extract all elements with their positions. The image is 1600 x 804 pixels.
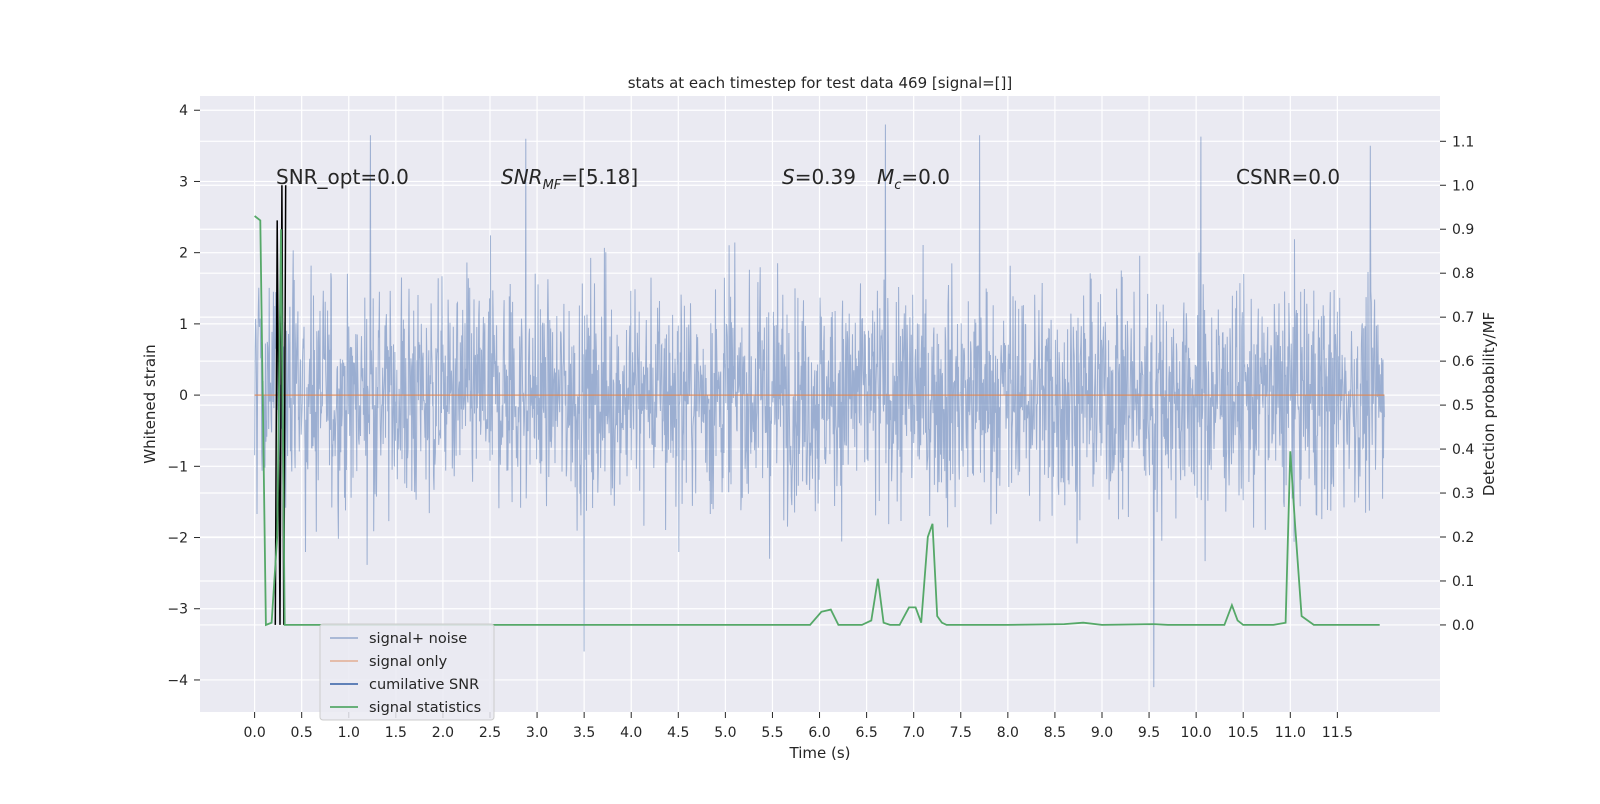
y-right-tick-label: 0.2	[1452, 530, 1474, 546]
mc-symbol: M	[877, 165, 894, 189]
x-tick-label: 4.0	[620, 725, 642, 741]
y-axis-label-right: Detection probability/MF	[1480, 312, 1498, 496]
x-tick-label: 2.5	[479, 725, 501, 741]
series-layer	[254, 124, 1385, 688]
x-tick-label: 6.5	[855, 725, 877, 741]
y-left-tick-label: −3	[167, 602, 188, 618]
legend-label-cumilative-snr: cumilative SNR	[369, 677, 479, 693]
y-right-tick-label: 0.9	[1452, 222, 1474, 238]
annotation-snr-mf: SNRMF=[5.18]	[501, 165, 638, 193]
x-tick-label: 8.5	[1044, 725, 1066, 741]
y-left-tick-label: 2	[179, 246, 188, 262]
annotation-csnr: CSNR=0.0	[1236, 165, 1340, 189]
y-right-tick-label: 1.0	[1452, 178, 1474, 194]
snr-mf-subscript: MF	[543, 178, 562, 193]
y-right-tick-label: 0.6	[1452, 354, 1474, 370]
x-tick-label: 11.5	[1322, 725, 1353, 741]
y-left-tick-label: 4	[179, 103, 188, 119]
legend-label-signal-statistics: signal statistics	[369, 700, 481, 716]
y-left-tick-label: −4	[167, 673, 188, 689]
y-right-tick-label: 0.5	[1452, 398, 1474, 414]
legend-label-signal-noise: signal+ noise	[369, 631, 467, 647]
y-left-tick-label: −2	[167, 531, 188, 547]
legend-label-signal-only: signal only	[369, 654, 448, 670]
y-right-tick-label: 1.1	[1452, 134, 1474, 150]
annotation-mc: Mc=0.0	[877, 165, 950, 193]
mc-subscript: c	[894, 178, 901, 193]
y-left-tick-label: 0	[179, 388, 188, 404]
mc-value: =0.0	[901, 165, 950, 189]
x-tick-label: 10.0	[1181, 725, 1212, 741]
annotation-snr-opt: SNR_opt=0.0	[276, 165, 409, 189]
y-right-tick-label: 0.1	[1452, 574, 1474, 590]
y-left-tick-label: 1	[179, 317, 188, 333]
snr-mf-symbol: SNR	[501, 165, 543, 189]
x-tick-label: 0.0	[243, 725, 265, 741]
x-tick-label: 9.0	[1091, 725, 1113, 741]
x-tick-label: 0.5	[291, 725, 313, 741]
x-tick-label: 7.0	[903, 725, 925, 741]
chart-title: stats at each timestep for test data 469…	[628, 74, 1013, 92]
x-tick-label: 1.5	[385, 725, 407, 741]
x-axis-label: Time (s)	[789, 744, 851, 762]
x-tick-label: 9.5	[1138, 725, 1160, 741]
y-left-tick-label: 3	[179, 174, 188, 190]
series-signal-noise	[254, 124, 1385, 688]
x-tick-label: 7.5	[950, 725, 972, 741]
s-symbol: S	[782, 165, 795, 189]
right-axis-ticks: 0.0 0.1 0.2 0.3 0.4 0.5 0.6 0.7 0.8 0.9 1.0 1.1	[1440, 134, 1474, 634]
x-tick-label: 4.5	[667, 725, 689, 741]
s-value: =0.39	[795, 165, 856, 189]
x-tick-label: 10.5	[1228, 725, 1259, 741]
y-right-tick-label: 0.3	[1452, 486, 1474, 502]
annotation-s: S=0.39	[782, 165, 856, 189]
x-tick-label: 5.5	[761, 725, 783, 741]
y-right-tick-label: 0.8	[1452, 266, 1474, 282]
y-left-tick-label: −1	[167, 459, 188, 475]
legend: signal+ noise signal only cumilative SNR…	[319, 623, 495, 721]
x-tick-label: 1.0	[338, 725, 360, 741]
x-axis-ticks: 0.0 0.5 1.0 1.5 2.0 2.5 3.0 3.5 4.0 4.5 5.0 5.5 6.0 6…	[243, 712, 1353, 741]
series-signal-statistics	[254, 215, 1380, 627]
x-tick-label: 2.0	[432, 725, 454, 741]
y-axis-label-left: Whitened strain	[141, 344, 159, 463]
x-tick-label: 5.0	[714, 725, 736, 741]
legend-box	[319, 623, 495, 721]
x-tick-label: 11.0	[1275, 725, 1306, 741]
x-tick-label: 6.0	[808, 725, 830, 741]
left-axis-ticks: −4 −3 −2 −1 0 1 2 3 4	[167, 103, 200, 689]
x-tick-label: 8.0	[997, 725, 1019, 741]
snr-mf-value: =[5.18]	[561, 165, 638, 189]
x-tick-label: 3.0	[526, 725, 548, 741]
y-right-tick-label: 0.4	[1452, 442, 1474, 458]
y-right-tick-label: 0.0	[1452, 618, 1474, 634]
x-tick-label: 3.5	[573, 725, 595, 741]
y-right-tick-label: 0.7	[1452, 310, 1474, 326]
